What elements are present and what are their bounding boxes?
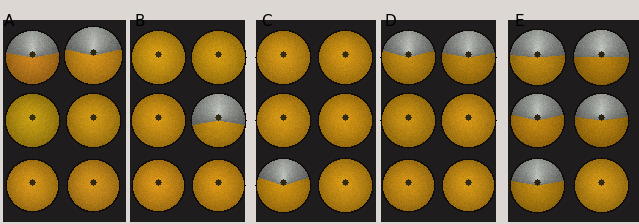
Text: E: E — [514, 14, 523, 29]
Text: A: A — [4, 14, 14, 29]
Text: B: B — [134, 14, 144, 29]
Text: C: C — [261, 14, 272, 29]
Text: D: D — [385, 14, 397, 29]
